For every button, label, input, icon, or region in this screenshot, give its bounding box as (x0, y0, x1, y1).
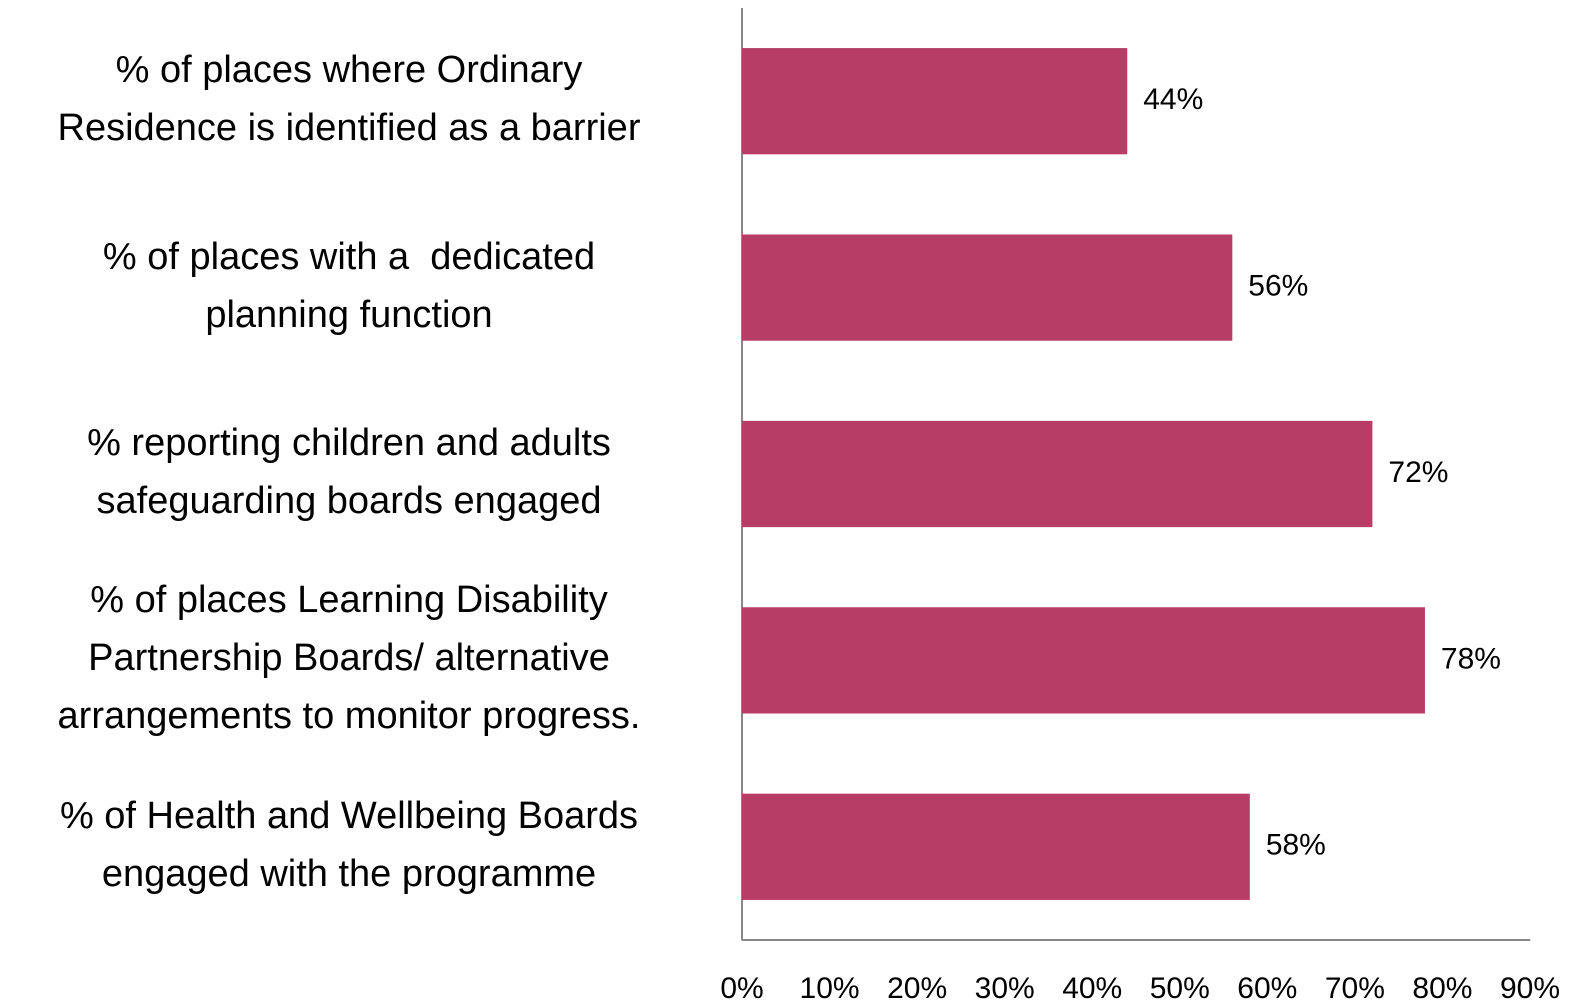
data-label: 78% (1441, 642, 1501, 675)
x-tick-label: 40% (1062, 972, 1122, 1005)
bar (742, 420, 1373, 528)
data-label: 56% (1248, 270, 1308, 303)
category-label: % of places Learning Disability Partners… (57, 579, 641, 738)
bar (742, 607, 1425, 714)
category-label: % of Health and Wellbeing Boards engaged… (59, 794, 639, 895)
category-label: % of places where Ordinary Residence is … (57, 49, 641, 150)
bar (742, 793, 1250, 900)
category-label: % reporting children and adults safeguar… (87, 422, 611, 522)
category-label: % of places with a dedicated planning fu… (102, 235, 596, 336)
bar (742, 234, 1233, 341)
x-tick-label: 60% (1237, 972, 1297, 1005)
x-tick-label: 90% (1500, 972, 1560, 1005)
bar (742, 48, 1128, 155)
x-tick-label: 30% (975, 972, 1035, 1005)
x-tick-label: 20% (887, 972, 947, 1005)
data-label: 72% (1388, 456, 1448, 489)
x-tick-label: 10% (800, 972, 860, 1005)
data-label: 58% (1266, 829, 1326, 862)
data-label: 44% (1143, 83, 1203, 116)
x-tick-label: 50% (1150, 972, 1210, 1005)
x-tick-label: 0% (720, 972, 763, 1005)
x-tick-label: 80% (1412, 972, 1472, 1005)
x-tick-label: 70% (1325, 972, 1385, 1005)
